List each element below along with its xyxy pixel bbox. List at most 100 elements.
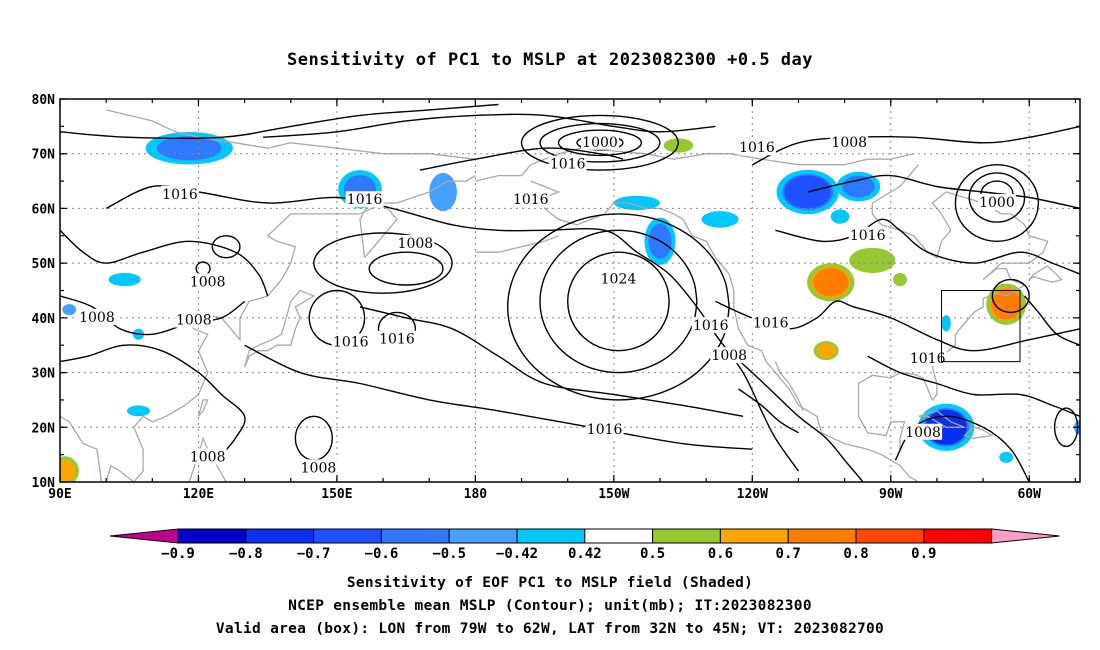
isobar [506, 213, 730, 401]
colorbar-segment [313, 528, 382, 544]
isobar [566, 251, 670, 352]
lat-tick-label: 60N [32, 202, 56, 217]
contour-label: 1000 [979, 195, 1015, 211]
isobar [294, 415, 333, 461]
coastline [530, 180, 919, 482]
contour-label-bg [511, 191, 550, 208]
contour-label-bg [848, 226, 887, 243]
contour-labels: 1000 1016 1016 1008 1016 1016 1016 1000 1016 1008… [77, 133, 1016, 476]
lon-tick-label: 150W [598, 487, 629, 502]
lat-tick-label: 40N [32, 312, 56, 327]
footer-line-1: Sensitivity of EOF PC1 to MSLP field (Sh… [346, 575, 754, 591]
contour-label: 1000 [582, 135, 618, 151]
contour-label-bg [691, 317, 730, 334]
contour-label: 1016 [910, 351, 946, 367]
coastline [475, 147, 914, 182]
lon-tick-label: 60W [1017, 487, 1041, 502]
colorbar-right-arrow [991, 528, 1060, 544]
colorbar-label: −0.42 [496, 546, 538, 562]
colorbar-label: −0.5 [432, 546, 466, 562]
contour-label: 1016 [347, 192, 383, 208]
coastline [475, 235, 559, 253]
contour-label-bg [77, 308, 116, 325]
colorbar-label: −0.6 [365, 546, 399, 562]
contour-label: 1008 [398, 236, 434, 252]
shaded-region [613, 195, 661, 211]
contour-label-bg [331, 333, 370, 350]
isobar [1024, 295, 1080, 346]
shaded-region [999, 451, 1014, 463]
contour-label-bg [581, 133, 619, 150]
lat-tick-label: 80N [32, 93, 56, 108]
contour-label-bg [830, 133, 869, 150]
coastline [857, 164, 1049, 402]
contour-label: 1016 [162, 187, 198, 203]
footer-line-2: NCEP ensemble mean MSLP (Contour); unit(… [288, 598, 812, 614]
contour-label-bg [908, 349, 947, 366]
shaded-region [784, 175, 831, 209]
lat-tick-label: 20N [32, 421, 56, 436]
contour-label: 1008 [905, 425, 941, 441]
contour-label: 1016 [850, 228, 886, 244]
contour-label: 1008 [190, 449, 226, 465]
lat-tick-label: 10N [32, 476, 56, 491]
contour-label: 1008 [176, 313, 212, 329]
gridlines [60, 99, 1080, 482]
contour-label: 1016 [587, 422, 623, 438]
isobar [867, 355, 1080, 417]
contour-label-bg [174, 311, 213, 328]
contour-label-bg [377, 330, 416, 347]
contour-label-bg [345, 191, 384, 208]
isobar [520, 114, 680, 171]
contour-label-bg [599, 270, 638, 287]
axis-ticks [59, 98, 1080, 483]
lon-tick-label: 90W [879, 487, 903, 502]
lon-tick-label: 150E [321, 487, 352, 502]
isobar [263, 113, 716, 138]
contour-label: 1008 [301, 460, 337, 476]
contour-label-bg [585, 421, 624, 438]
shaded-region [156, 136, 222, 161]
shaded-region [893, 272, 907, 287]
coastline [857, 394, 906, 450]
coastline [918, 410, 965, 428]
contour-label: 1016 [753, 315, 789, 331]
shaded-region [60, 460, 76, 482]
shaded-region [126, 405, 150, 417]
contour-label: 1008 [190, 274, 226, 290]
colorbar-segment [245, 528, 315, 544]
isobar [60, 295, 246, 336]
colorbar-left-arrow [109, 528, 179, 544]
contour-label: 1024 [601, 272, 637, 288]
lat-tick-label: 70N [32, 148, 56, 163]
isobar [954, 163, 1040, 243]
contour-label-bg [188, 448, 227, 465]
page-title: Sensitivity of PC1 to MSLP at 2023082300… [286, 50, 813, 70]
colorbar-segment [652, 528, 721, 544]
isobar [539, 229, 698, 374]
colorbar-label: 0.9 [911, 546, 936, 562]
isobar [105, 185, 800, 472]
shaded-region [663, 138, 694, 153]
contour-label-bg [188, 273, 227, 290]
isobar [368, 251, 444, 286]
contour-label: 1008 [79, 310, 115, 326]
isobar [244, 344, 753, 450]
colorbar-label: 0.6 [708, 546, 733, 562]
contour-label-bg [548, 155, 587, 172]
coastline [60, 415, 103, 482]
lon-tick-label: 120E [183, 487, 214, 502]
shaded-region [429, 172, 457, 212]
coastline [105, 175, 476, 482]
shaded-region [849, 247, 896, 273]
shaded-region [813, 268, 849, 297]
contour-label-bg [904, 423, 943, 440]
contour-label: 1016 [513, 192, 549, 208]
shaded-region [816, 343, 836, 358]
lon-tick-label: 120W [737, 487, 768, 502]
contour-label-bg [751, 314, 790, 331]
lon-tick-label: 90E [48, 487, 71, 502]
valid-area-box [941, 290, 1021, 363]
